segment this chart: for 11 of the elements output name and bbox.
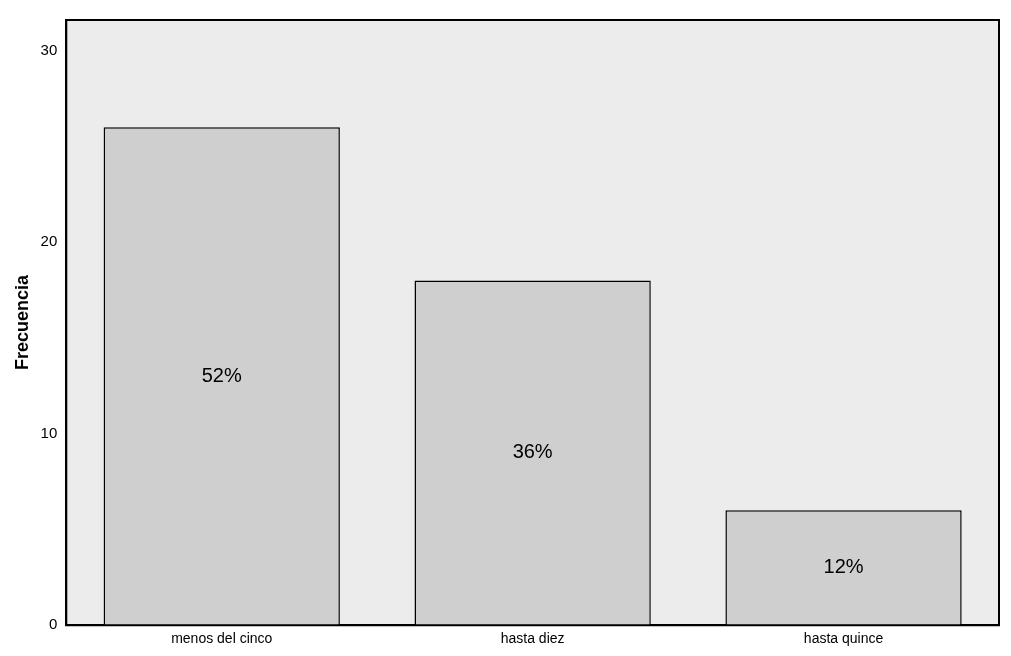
y-tick-label: 20 xyxy=(40,232,58,250)
annotation: 12% xyxy=(823,555,864,578)
x-tick-label: hasta quince xyxy=(803,630,884,647)
annotation: 36% xyxy=(512,440,553,463)
x-tick-label: menos del cinco xyxy=(171,630,273,647)
annotation: 52% xyxy=(201,363,242,386)
y-tick-label: 30 xyxy=(40,40,58,58)
y-tick-label: 10 xyxy=(40,423,58,441)
y-axis-title: Frecuencia xyxy=(11,274,32,371)
y-tick-label: 0 xyxy=(48,615,58,633)
x-tick-label: hasta diez xyxy=(500,630,565,647)
